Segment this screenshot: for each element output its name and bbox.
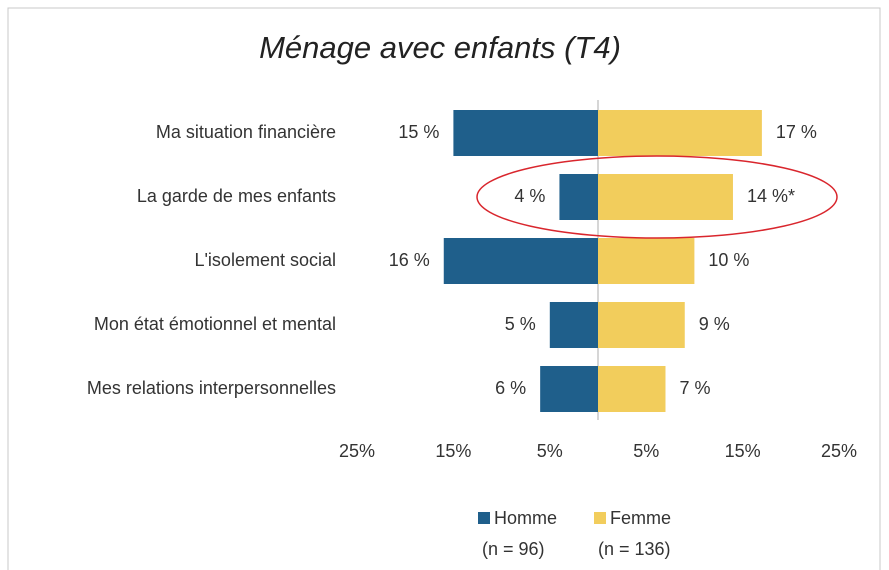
bar [598, 238, 695, 284]
bar [540, 366, 598, 412]
x-tick-label: 5% [633, 441, 659, 461]
category-label: L'isolement social [194, 250, 336, 270]
category-label: La garde de mes enfants [137, 186, 336, 206]
value-label: 10 % [708, 250, 749, 270]
legend-note: (n = 96) [482, 539, 545, 559]
x-tick-label: 25% [339, 441, 375, 461]
category-label: Ma situation financière [156, 122, 336, 142]
value-label: 7 % [679, 378, 710, 398]
bar [598, 110, 762, 156]
value-label: 17 % [776, 122, 817, 142]
value-label: 16 % [389, 250, 430, 270]
legend-label: Homme [494, 508, 557, 528]
category-label: Mon état émotionnel et mental [94, 314, 336, 334]
value-label: 9 % [699, 314, 730, 334]
x-tick-label: 5% [537, 441, 563, 461]
bar [559, 174, 598, 220]
value-label: 14 %* [747, 186, 795, 206]
x-tick-label: 15% [725, 441, 761, 461]
x-tick-label: 25% [821, 441, 857, 461]
bar [598, 174, 733, 220]
frame [7, 7, 881, 570]
value-label: 6 % [495, 378, 526, 398]
category-label: Mes relations interpersonnelles [87, 378, 336, 398]
bar [443, 238, 598, 284]
legend-swatch [594, 512, 606, 524]
bar [453, 110, 598, 156]
legend-note: (n = 136) [598, 539, 671, 559]
plot: Ma situation financière 15 % 17 % La garde … [87, 110, 857, 559]
bar [598, 302, 685, 348]
legend-swatch [478, 512, 490, 524]
value-label: 15 % [398, 122, 439, 142]
legend-label: Femme [610, 508, 671, 528]
value-label: 4 % [514, 186, 545, 206]
value-label: 5 % [505, 314, 536, 334]
bar [598, 366, 666, 412]
chart-title: Ménage avec enfants (T4) [259, 30, 621, 65]
highlight-ellipse [476, 155, 838, 239]
bar [549, 302, 598, 348]
x-tick-label: 15% [435, 441, 471, 461]
